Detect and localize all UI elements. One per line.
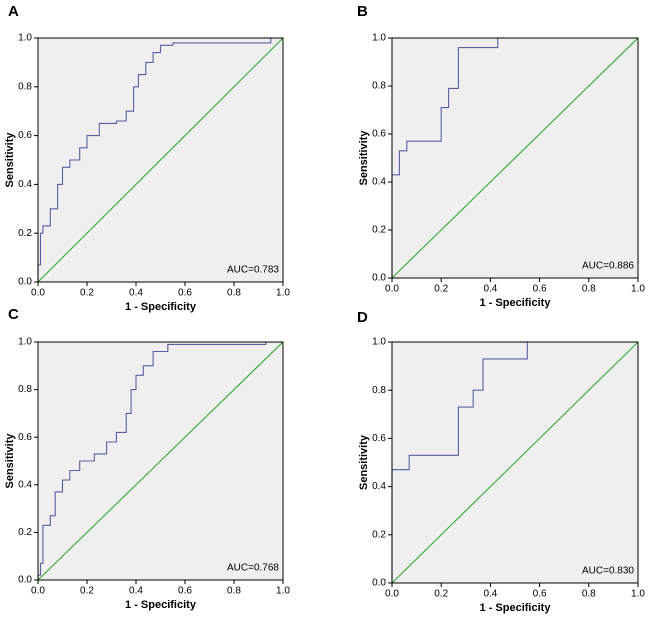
y-tick-label: 0.8 [18, 384, 32, 395]
x-tick-label: 0.6 [533, 589, 547, 600]
x-tick-label: 0.2 [80, 586, 94, 597]
roc-line [37, 341, 283, 580]
panel-label: C [8, 306, 19, 323]
roc-line [391, 37, 638, 278]
x-tick-label: 0.0 [31, 288, 45, 299]
roc-line [37, 341, 284, 581]
x-tick-label: 0.8 [582, 589, 596, 600]
x-axis-label: 1 - Specificity [480, 602, 552, 614]
x-tick-label: 0.6 [178, 586, 192, 597]
x-tick-label: 0.8 [582, 284, 596, 295]
plot-frame [37, 37, 284, 283]
roc-line [37, 37, 284, 283]
x-tick-label: 0.0 [31, 586, 45, 597]
y-tick-label: 0.4 [372, 481, 386, 492]
y-tick-label: 0.8 [372, 81, 386, 92]
auc-annotation: AUC=0.768 [227, 563, 279, 574]
y-tick-label: 0.0 [18, 575, 32, 586]
x-tick-label: 0.8 [227, 586, 241, 597]
y-axis-label: Sensitivity [4, 132, 16, 188]
panel-label: A [8, 3, 19, 20]
y-tick-label: 0.0 [18, 277, 32, 288]
roc-line [391, 341, 638, 583]
auc-annotation: AUC=0.830 [582, 566, 634, 577]
y-tick-label: 0.2 [372, 225, 386, 236]
y-tick-label: 0.6 [18, 432, 32, 443]
x-tick-label: 0.2 [80, 288, 94, 299]
x-axis-label: 1 - Specificity [125, 599, 197, 611]
y-tick-label: 0.2 [372, 529, 386, 540]
plot-frame [391, 341, 639, 584]
y-tick-label: 0.4 [18, 479, 32, 490]
y-tick-label: 0.6 [372, 433, 386, 444]
panel-label: D [357, 309, 368, 326]
y-axis-label: Sensitivity [358, 130, 370, 186]
x-axis-label: 1 - Specificity [125, 301, 197, 313]
y-tick-label: 0.6 [372, 129, 386, 140]
y-axis-label: Sensitivity [4, 433, 16, 489]
x-tick-label: 0.4 [483, 284, 497, 295]
x-tick-label: 0.2 [434, 284, 448, 295]
x-tick-label: 0.8 [227, 288, 241, 299]
x-tick-label: 0.4 [483, 589, 497, 600]
y-tick-label: 1.0 [18, 337, 32, 348]
y-tick-label: 1.0 [372, 33, 386, 44]
y-tick-label: 0.6 [18, 130, 32, 141]
x-tick-label: 1.0 [276, 586, 290, 597]
x-tick-label: 0.6 [178, 288, 192, 299]
panel-label: B [357, 3, 368, 20]
x-tick-label: 0.6 [533, 284, 547, 295]
x-tick-label: 0.2 [434, 589, 448, 600]
y-tick-label: 0.4 [18, 179, 32, 190]
y-tick-label: 0.8 [372, 385, 386, 396]
roc-line [391, 37, 639, 279]
y-tick-label: 0.8 [18, 81, 32, 92]
roc-line [37, 37, 283, 282]
y-tick-label: 0.4 [372, 177, 386, 188]
x-tick-label: 0.4 [129, 288, 143, 299]
x-axis-label: 1 - Specificity [480, 297, 552, 309]
y-tick-label: 0.0 [372, 578, 386, 589]
roc-line [391, 341, 639, 584]
plot-frame [37, 341, 284, 581]
y-tick-label: 1.0 [18, 33, 32, 44]
x-tick-label: 1.0 [631, 284, 645, 295]
x-tick-label: 0.0 [385, 284, 399, 295]
auc-annotation: AUC=0.886 [582, 261, 634, 272]
y-tick-label: 0.2 [18, 228, 32, 239]
x-tick-label: 1.0 [631, 589, 645, 600]
x-tick-label: 1.0 [276, 288, 290, 299]
y-tick-label: 1.0 [372, 337, 386, 348]
y-tick-label: 0.2 [18, 527, 32, 538]
x-tick-label: 0.0 [385, 589, 399, 600]
y-tick-label: 0.0 [372, 273, 386, 284]
x-tick-label: 0.4 [129, 586, 143, 597]
y-axis-label: Sensitivity [358, 434, 370, 490]
plot-frame [391, 37, 639, 279]
auc-annotation: AUC=0.783 [227, 265, 279, 276]
